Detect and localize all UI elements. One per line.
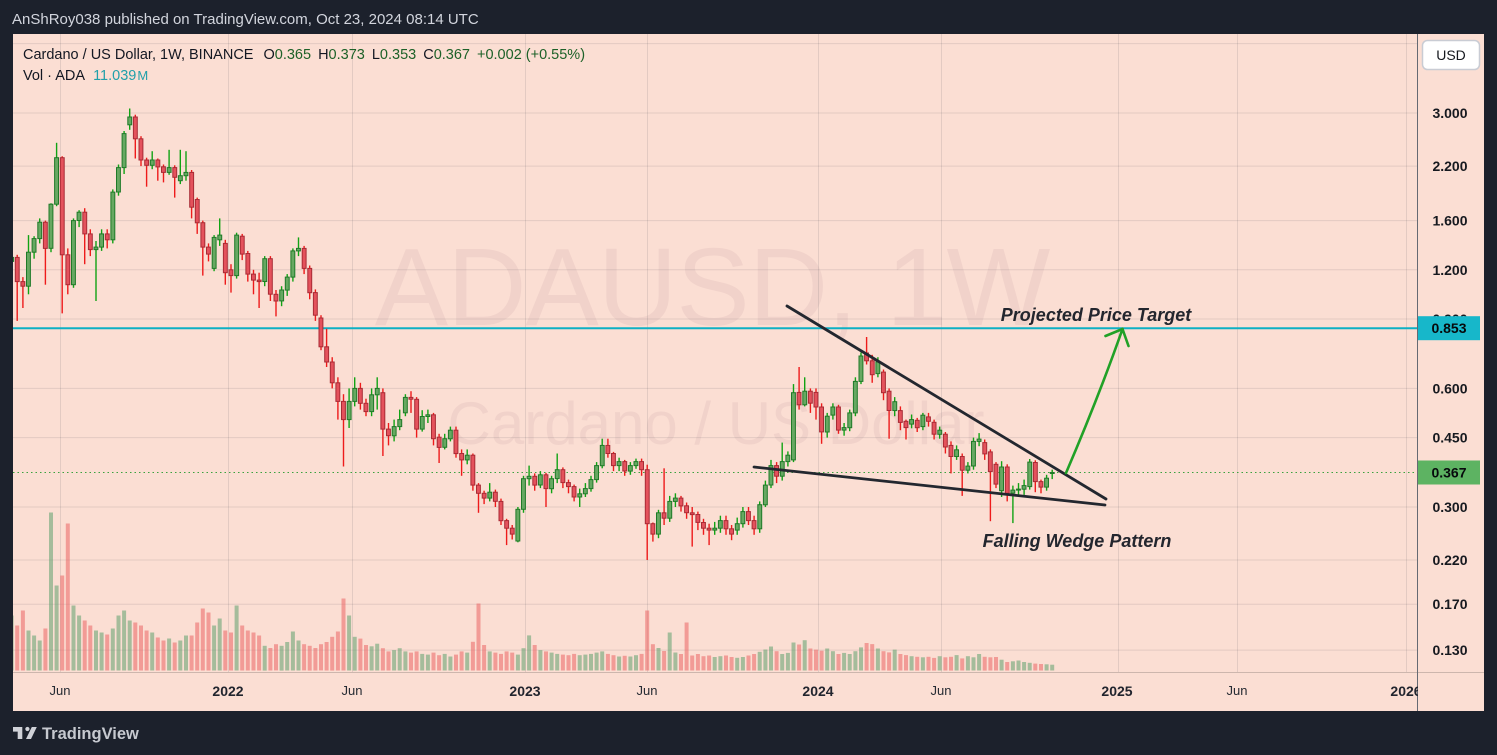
svg-text:3.000: 3.000 xyxy=(1432,105,1467,121)
svg-text:TradingView: TradingView xyxy=(42,725,139,743)
svg-text:ADAUSD, 1W: ADAUSD, 1W xyxy=(375,226,1051,349)
svg-text:Jun: Jun xyxy=(1227,683,1248,698)
svg-text:0.130: 0.130 xyxy=(1432,642,1467,658)
svg-text:0.450: 0.450 xyxy=(1432,430,1467,446)
svg-text:1.600: 1.600 xyxy=(1432,213,1467,229)
svg-text:Falling Wedge Pattern: Falling Wedge Pattern xyxy=(983,531,1172,551)
svg-text:0.170: 0.170 xyxy=(1432,596,1467,612)
svg-text:2024: 2024 xyxy=(802,683,833,699)
svg-text:USD: USD xyxy=(1436,47,1466,63)
svg-text:2.200: 2.200 xyxy=(1432,158,1467,174)
svg-text:0.600: 0.600 xyxy=(1432,380,1467,396)
svg-text:0.367: 0.367 xyxy=(1431,465,1466,481)
svg-text:Projected Price Target: Projected Price Target xyxy=(1001,305,1192,325)
svg-text:2022: 2022 xyxy=(212,683,243,699)
svg-text:1.200: 1.200 xyxy=(1432,262,1467,278)
svg-text:Jun: Jun xyxy=(931,683,952,698)
svg-text:0.853: 0.853 xyxy=(1431,320,1466,336)
svg-text:Jun: Jun xyxy=(342,683,363,698)
svg-text:2025: 2025 xyxy=(1101,683,1132,699)
svg-text:2026: 2026 xyxy=(1390,683,1421,699)
svg-text:2023: 2023 xyxy=(509,683,540,699)
svg-text:AnShRoy038 published on Tradin: AnShRoy038 published on TradingView.com,… xyxy=(12,11,479,28)
svg-text:Jun: Jun xyxy=(637,683,658,698)
svg-text:Jun: Jun xyxy=(50,683,71,698)
svg-text:Cardano / US Dollar, 1W, BINAN: Cardano / US Dollar, 1W, BINANCE O0.365 H0… xyxy=(23,47,585,63)
svg-text:0.300: 0.300 xyxy=(1432,499,1467,515)
svg-text:0.220: 0.220 xyxy=(1432,552,1467,568)
